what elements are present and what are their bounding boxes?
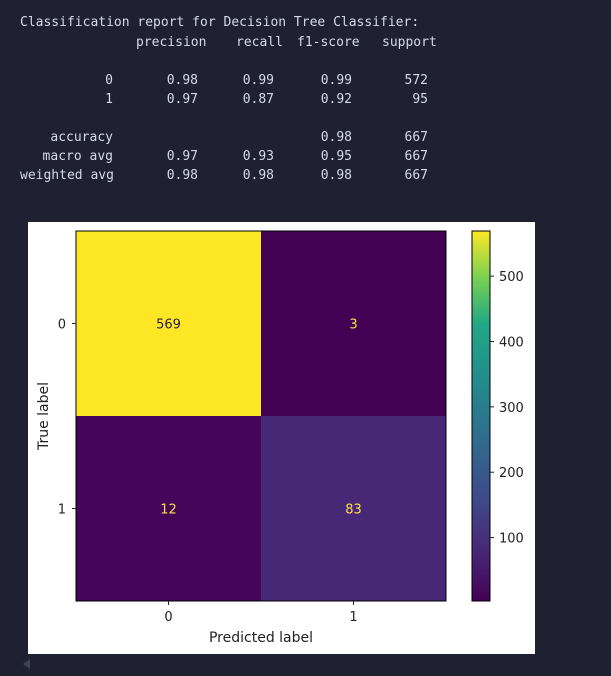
row-support: 572 [404,73,428,88]
heatmap-cell [261,416,446,601]
row-label: accuracy [50,130,113,145]
row-label: macro avg [42,149,113,164]
row-precision: 0.98 [166,168,198,183]
header-support: support [382,35,437,50]
colorbar-tick-label: 100 [499,532,524,547]
report-title: Classification report for Decision Tree … [20,15,420,30]
row-recall: 0.93 [242,149,274,164]
colorbar [471,230,491,602]
report-row: macro avg 0.97 0.93 0.95 667 [0,147,611,166]
row-recall: 0.98 [242,168,274,183]
row-precision: 0.97 [166,149,198,164]
classification-report: Classification report for Decision Tree … [0,0,611,210]
confusion-matrix-chart: 569 3 12 83 0 1 0 1 Predicted label True labe… [36,230,524,646]
row-recall: 0.99 [242,73,274,88]
report-row: accuracy 0.98 667 [0,128,611,147]
row-precision: 0.97 [166,92,198,107]
report-row: weighted avg 0.98 0.98 0.98 667 [0,166,611,185]
colorbar-tick-label: 500 [499,270,524,285]
y-tick-label: 1 [58,503,66,518]
row-label: 0 [105,73,113,88]
row-label: 1 [105,92,113,107]
x-axis-label: Predicted label [209,630,313,646]
cell-value-label: 83 [345,503,362,518]
report-header-line: precision recall f1-score support [0,33,611,52]
row-support: 667 [404,130,428,145]
row-f1-score: 0.95 [320,149,352,164]
row-precision: 0.98 [166,73,198,88]
row-support: 95 [412,92,428,107]
heatmap-cell [76,416,261,601]
colorbar-tick-label: 400 [499,335,524,350]
header-precision: precision [136,35,207,50]
y-axis-label: True label [36,382,52,451]
row-f1-score: 0.99 [320,73,352,88]
x-tick-label: 0 [164,610,172,625]
row-label: weighted avg [20,168,114,183]
heatmap-cell [76,231,261,416]
row-support: 667 [404,149,428,164]
row-support: 667 [404,168,428,183]
row-f1-score: 0.98 [320,130,352,145]
colorbar-tick-label: 300 [499,401,524,416]
row-recall: 0.87 [242,92,274,107]
report-row: 1 0.97 0.87 0.92 95 [0,90,611,109]
cell-value-label: 569 [156,318,181,333]
row-f1-score: 0.92 [320,92,352,107]
heatmap-cell [261,231,446,416]
report-row: 0 0.98 0.99 0.99 572 [0,71,611,90]
cell-value-label: 12 [160,503,177,518]
header-f1-score: f1-score [297,35,360,50]
scroll-left-arrow-icon[interactable] [23,659,30,669]
y-tick-label: 0 [58,318,66,333]
confusion-matrix-figure: 569 3 12 83 0 1 0 1 Predicted label True labe… [28,222,535,654]
colorbar-tick-label: 200 [499,466,524,481]
header-recall: recall [236,35,283,50]
report-title-line: Classification report for Decision Tree … [0,13,611,32]
cell-value-label: 3 [349,318,357,333]
row-f1-score: 0.98 [320,168,352,183]
x-tick-label: 1 [349,610,357,625]
heatmap-frame [75,230,447,602]
